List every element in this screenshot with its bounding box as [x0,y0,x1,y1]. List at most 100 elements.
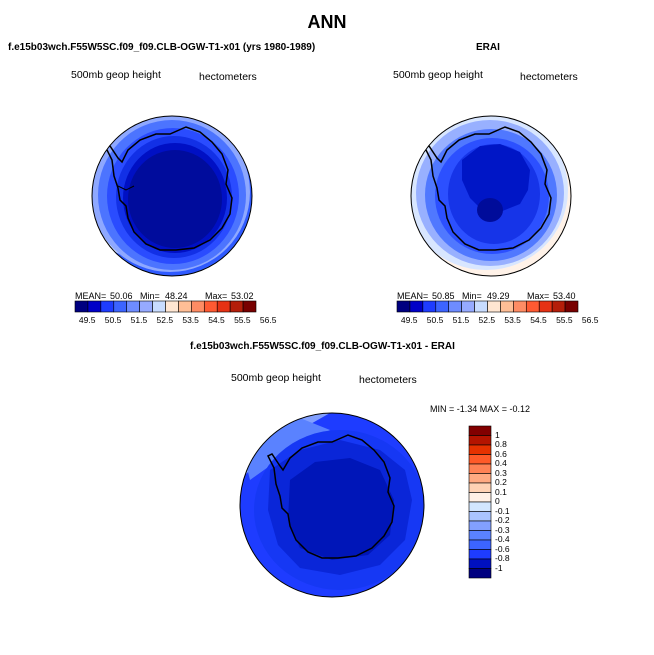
colorbar-swatch [468,473,492,484]
colorbar-swatch [487,300,501,313]
colorbar-swatch [422,300,437,313]
colorbar-tick-label: 50.5 [104,315,122,325]
colorbar-swatch [468,539,492,550]
colorbar-swatch [191,300,205,313]
panel-diff-map [239,412,425,598]
panel-obs-max: 53.40 [553,291,576,301]
panel-diff-title: f.e15b03wch.F55W5SC.f09_f09.CLB-OGW-T1-x… [190,341,455,352]
map-contour-core [477,198,503,222]
map-contour-core [128,150,222,248]
panel-model-max: 53.02 [231,291,254,301]
colorbar-tick-label: -0.2 [495,515,510,525]
ice-shelf-line [117,185,135,191]
colorbar-tick-label: -1 [495,562,503,573]
colorbar-tick-label: 0.3 [495,467,507,478]
colorbar-tick-label: 0.1 [495,486,507,497]
panel-model-map [91,115,253,277]
panel-diff-units: hectometers [359,374,417,386]
colorbar-swatch [203,300,218,313]
panel-model-units: hectometers [199,71,257,83]
colorbar-tick-label: 0.6 [495,448,507,459]
colorbar-swatch [468,463,492,474]
panel-obs-variable: 500mb geop height [393,69,483,81]
colorbar-swatch [126,300,140,313]
colorbar-swatch [468,501,492,512]
panel-model-variable: 500mb geop height [71,69,161,81]
map-contour-deeper [462,144,530,212]
colorbar-tick-label: 54.5 [208,315,225,325]
antarctica-coastline [423,126,552,251]
colorbar-swatch [216,300,231,313]
map-boundary [91,115,253,277]
colorbar-tick-label: -0.4 [495,534,510,544]
panel-model-mean: 50.06 [110,291,133,301]
colorbar-tick-label: 55.5 [556,315,573,325]
panel-model-mean-label: MEAN= [75,291,107,301]
colorbar-tick-label: 0 [495,496,500,506]
colorbar-tick-label: 0.4 [495,458,507,468]
colorbar-tick-label: 50.5 [426,315,444,325]
colorbar-tick-label: 54.5 [530,315,547,325]
colorbar-swatch [461,300,475,313]
colorbar-tick-label: 53.5 [504,315,521,325]
colorbar-swatch [100,300,115,313]
panel-obs-units: hectometers [520,71,578,83]
colorbar-swatch [525,300,540,313]
map-contour-core [288,458,394,560]
panel-obs-max-label: Max= [527,291,550,301]
panel-model-max-label: Max= [205,291,228,301]
colorbar-swatch [152,300,166,313]
colorbar-swatch [74,300,89,313]
colorbar-swatch [474,300,488,313]
panel-obs-mean: 50.85 [432,291,455,301]
panel-model-colorbar [74,300,257,313]
map-boundary [239,412,425,598]
panel-model-min: 48.24 [165,291,188,301]
panel-model-min-label: Min= [140,291,160,301]
colorbar-swatch [409,300,424,313]
colorbar-tick-label: 56.5 [581,315,599,325]
colorbar-swatch [468,444,492,455]
colorbar-swatch [113,300,128,313]
main-title: ANN [307,12,347,32]
colorbar-swatch [468,558,492,569]
colorbar-swatch [500,300,514,313]
colorbar-swatch [538,300,553,313]
colorbar-tick-label: -0.3 [495,524,510,535]
map-boundary [410,115,572,277]
colorbar-swatch [468,568,492,579]
colorbar-tick-label: 51.5 [452,315,470,325]
panel-diff-variable: 500mb geop height [231,372,321,384]
panel-obs-title: ERAI [476,42,500,53]
colorbar-tick-label: -0.6 [495,543,510,554]
colorbar-swatch [229,300,244,313]
colorbar-tick-label: 56.5 [259,315,277,325]
colorbar-tick-label: 0.8 [495,439,507,449]
colorbar-tick-label: 0.2 [495,477,507,487]
colorbar-tick-label: 1 [495,429,500,440]
panel-obs-min: 49.29 [487,291,510,301]
panel-diff-stats: MIN = -1.34 MAX = -0.12 [430,404,531,414]
colorbar-swatch [396,300,411,313]
colorbar-swatch [468,492,492,503]
panel-diff-colorbar [468,425,492,579]
colorbar-tick-label: 52.5 [478,315,496,325]
colorbar-swatch [87,300,102,313]
antarctica-coastline [104,126,233,251]
colorbar-tick-label: -0.8 [495,553,510,563]
colorbar-swatch [551,300,566,313]
panel-obs-mean-label: MEAN= [397,291,429,301]
colorbar-tick-label: 55.5 [234,315,251,325]
colorbar-swatch [564,300,579,313]
colorbar-swatch [468,435,492,446]
panel-obs-min-label: Min= [462,291,482,301]
colorbar-tick-label: 52.5 [156,315,174,325]
colorbar-swatch [139,300,153,313]
colorbar-swatch [242,300,257,313]
colorbar-swatch [468,511,492,522]
colorbar-swatch [468,549,492,560]
colorbar-swatch [468,482,492,493]
colorbar-tick-label: 49.5 [78,315,96,325]
panel-obs-map [410,115,572,277]
